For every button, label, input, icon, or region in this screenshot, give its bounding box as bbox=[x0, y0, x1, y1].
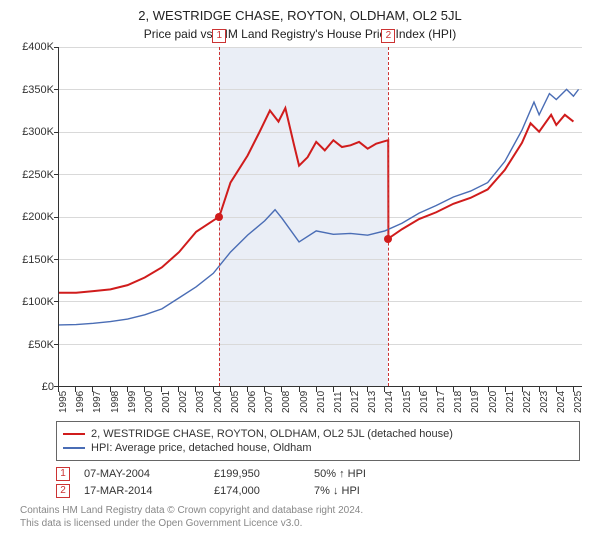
x-tick-label: 2008 bbox=[281, 391, 292, 413]
y-tick bbox=[54, 217, 59, 218]
transaction-marker: 1 bbox=[56, 467, 70, 481]
transaction-price: £174,000 bbox=[214, 485, 314, 497]
y-tick bbox=[54, 174, 59, 175]
y-tick-label: £200K bbox=[22, 211, 54, 223]
x-tick-label: 2023 bbox=[539, 391, 550, 413]
legend-swatch bbox=[63, 447, 85, 449]
legend-item: 2, WESTRIDGE CHASE, ROYTON, OLDHAM, OL2 … bbox=[63, 428, 573, 440]
legend-label: HPI: Average price, detached house, Oldh… bbox=[91, 442, 312, 454]
x-tick-label: 2004 bbox=[213, 391, 224, 413]
transaction-delta: 50% ↑ HPI bbox=[314, 468, 414, 480]
transaction-date: 07-MAY-2004 bbox=[84, 468, 214, 480]
x-tick-label: 2010 bbox=[316, 391, 327, 413]
legend: 2, WESTRIDGE CHASE, ROYTON, OLDHAM, OL2 … bbox=[56, 421, 580, 461]
legend-label: 2, WESTRIDGE CHASE, ROYTON, OLDHAM, OL2 … bbox=[91, 428, 453, 440]
x-tick-label: 2001 bbox=[161, 391, 172, 413]
y-tick bbox=[54, 89, 59, 90]
title-sub: Price paid vs. HM Land Registry's House … bbox=[10, 27, 590, 41]
y-axis: £0£50K£100K£150K£200K£250K£300K£350K£400… bbox=[14, 47, 58, 387]
y-tick-label: £350K bbox=[22, 84, 54, 96]
x-tick-label: 1995 bbox=[58, 391, 69, 413]
x-axis: 1995 1996 1997 1998 1999 2000 2001 2002 2003 2004… bbox=[58, 387, 582, 417]
y-tick-label: £250K bbox=[22, 169, 54, 181]
x-tick-label: 2018 bbox=[453, 391, 464, 413]
x-tick-label: 2006 bbox=[247, 391, 258, 413]
x-tick-label: 2017 bbox=[436, 391, 447, 413]
event-line bbox=[388, 47, 389, 386]
chart-container: 2, WESTRIDGE CHASE, ROYTON, OLDHAM, OL2 … bbox=[0, 0, 600, 536]
y-tick-label: £400K bbox=[22, 41, 54, 53]
y-tick bbox=[54, 47, 59, 48]
x-tick-label: 1999 bbox=[127, 391, 138, 413]
footer-attribution: Contains HM Land Registry data © Crown c… bbox=[20, 504, 580, 530]
x-tick-label: 2014 bbox=[384, 391, 395, 413]
x-tick-label: 2022 bbox=[522, 391, 533, 413]
transaction-date: 17-MAR-2014 bbox=[84, 485, 214, 497]
x-tick-label: 2007 bbox=[264, 391, 275, 413]
footer-line-1: Contains HM Land Registry data © Crown c… bbox=[20, 504, 580, 517]
x-tick-label: 2003 bbox=[195, 391, 206, 413]
x-tick-label: 2013 bbox=[367, 391, 378, 413]
event-dot bbox=[215, 213, 223, 221]
x-tick-label: 2016 bbox=[419, 391, 430, 413]
y-tick-label: £50K bbox=[28, 339, 54, 351]
x-tick-label: 1997 bbox=[92, 391, 103, 413]
x-tick-label: 2015 bbox=[402, 391, 413, 413]
x-tick-label: 2005 bbox=[230, 391, 241, 413]
y-tick bbox=[54, 259, 59, 260]
chart-area: £0£50K£100K£150K£200K£250K£300K£350K£400… bbox=[14, 47, 586, 417]
legend-item: HPI: Average price, detached house, Oldh… bbox=[63, 442, 573, 454]
x-tick-label: 2009 bbox=[299, 391, 310, 413]
series-line bbox=[59, 89, 579, 325]
x-tick-label: 2002 bbox=[178, 391, 189, 413]
series-line bbox=[59, 108, 573, 293]
transaction-row: 1 07-MAY-2004£199,95050% ↑ HPI bbox=[56, 467, 580, 481]
x-tick-label: 1996 bbox=[75, 391, 86, 413]
x-tick-label: 2011 bbox=[333, 391, 344, 413]
transaction-marker: 2 bbox=[56, 484, 70, 498]
x-tick-label: 2020 bbox=[488, 391, 499, 413]
transaction-delta: 7% ↓ HPI bbox=[314, 485, 414, 497]
event-dot bbox=[384, 235, 392, 243]
legend-swatch bbox=[63, 433, 85, 435]
x-tick-label: 1998 bbox=[110, 391, 121, 413]
title-main: 2, WESTRIDGE CHASE, ROYTON, OLDHAM, OL2 … bbox=[10, 8, 590, 23]
y-tick bbox=[54, 132, 59, 133]
y-tick bbox=[54, 344, 59, 345]
plot-region: 12 bbox=[58, 47, 582, 387]
x-tick-label: 2019 bbox=[470, 391, 481, 413]
footer-line-2: This data is licensed under the Open Gov… bbox=[20, 517, 580, 530]
transaction-price: £199,950 bbox=[214, 468, 314, 480]
transaction-table: 1 07-MAY-2004£199,95050% ↑ HPI 2 17-MAR-201… bbox=[56, 467, 580, 498]
x-tick-label: 2012 bbox=[350, 391, 361, 413]
y-tick-label: £100K bbox=[22, 296, 54, 308]
event-marker: 1 bbox=[212, 29, 226, 43]
x-tick-label: 2025 bbox=[573, 391, 584, 413]
line-layer bbox=[59, 47, 582, 386]
y-tick bbox=[54, 301, 59, 302]
y-tick-label: £150K bbox=[22, 254, 54, 266]
x-tick-label: 2021 bbox=[505, 391, 516, 413]
x-tick-label: 2000 bbox=[144, 391, 155, 413]
event-marker: 2 bbox=[381, 29, 395, 43]
transaction-row: 2 17-MAR-2014£174,0007% ↓ HPI bbox=[56, 484, 580, 498]
x-tick-label: 2024 bbox=[556, 391, 567, 413]
y-tick-label: £0 bbox=[42, 381, 54, 393]
y-tick-label: £300K bbox=[22, 126, 54, 138]
